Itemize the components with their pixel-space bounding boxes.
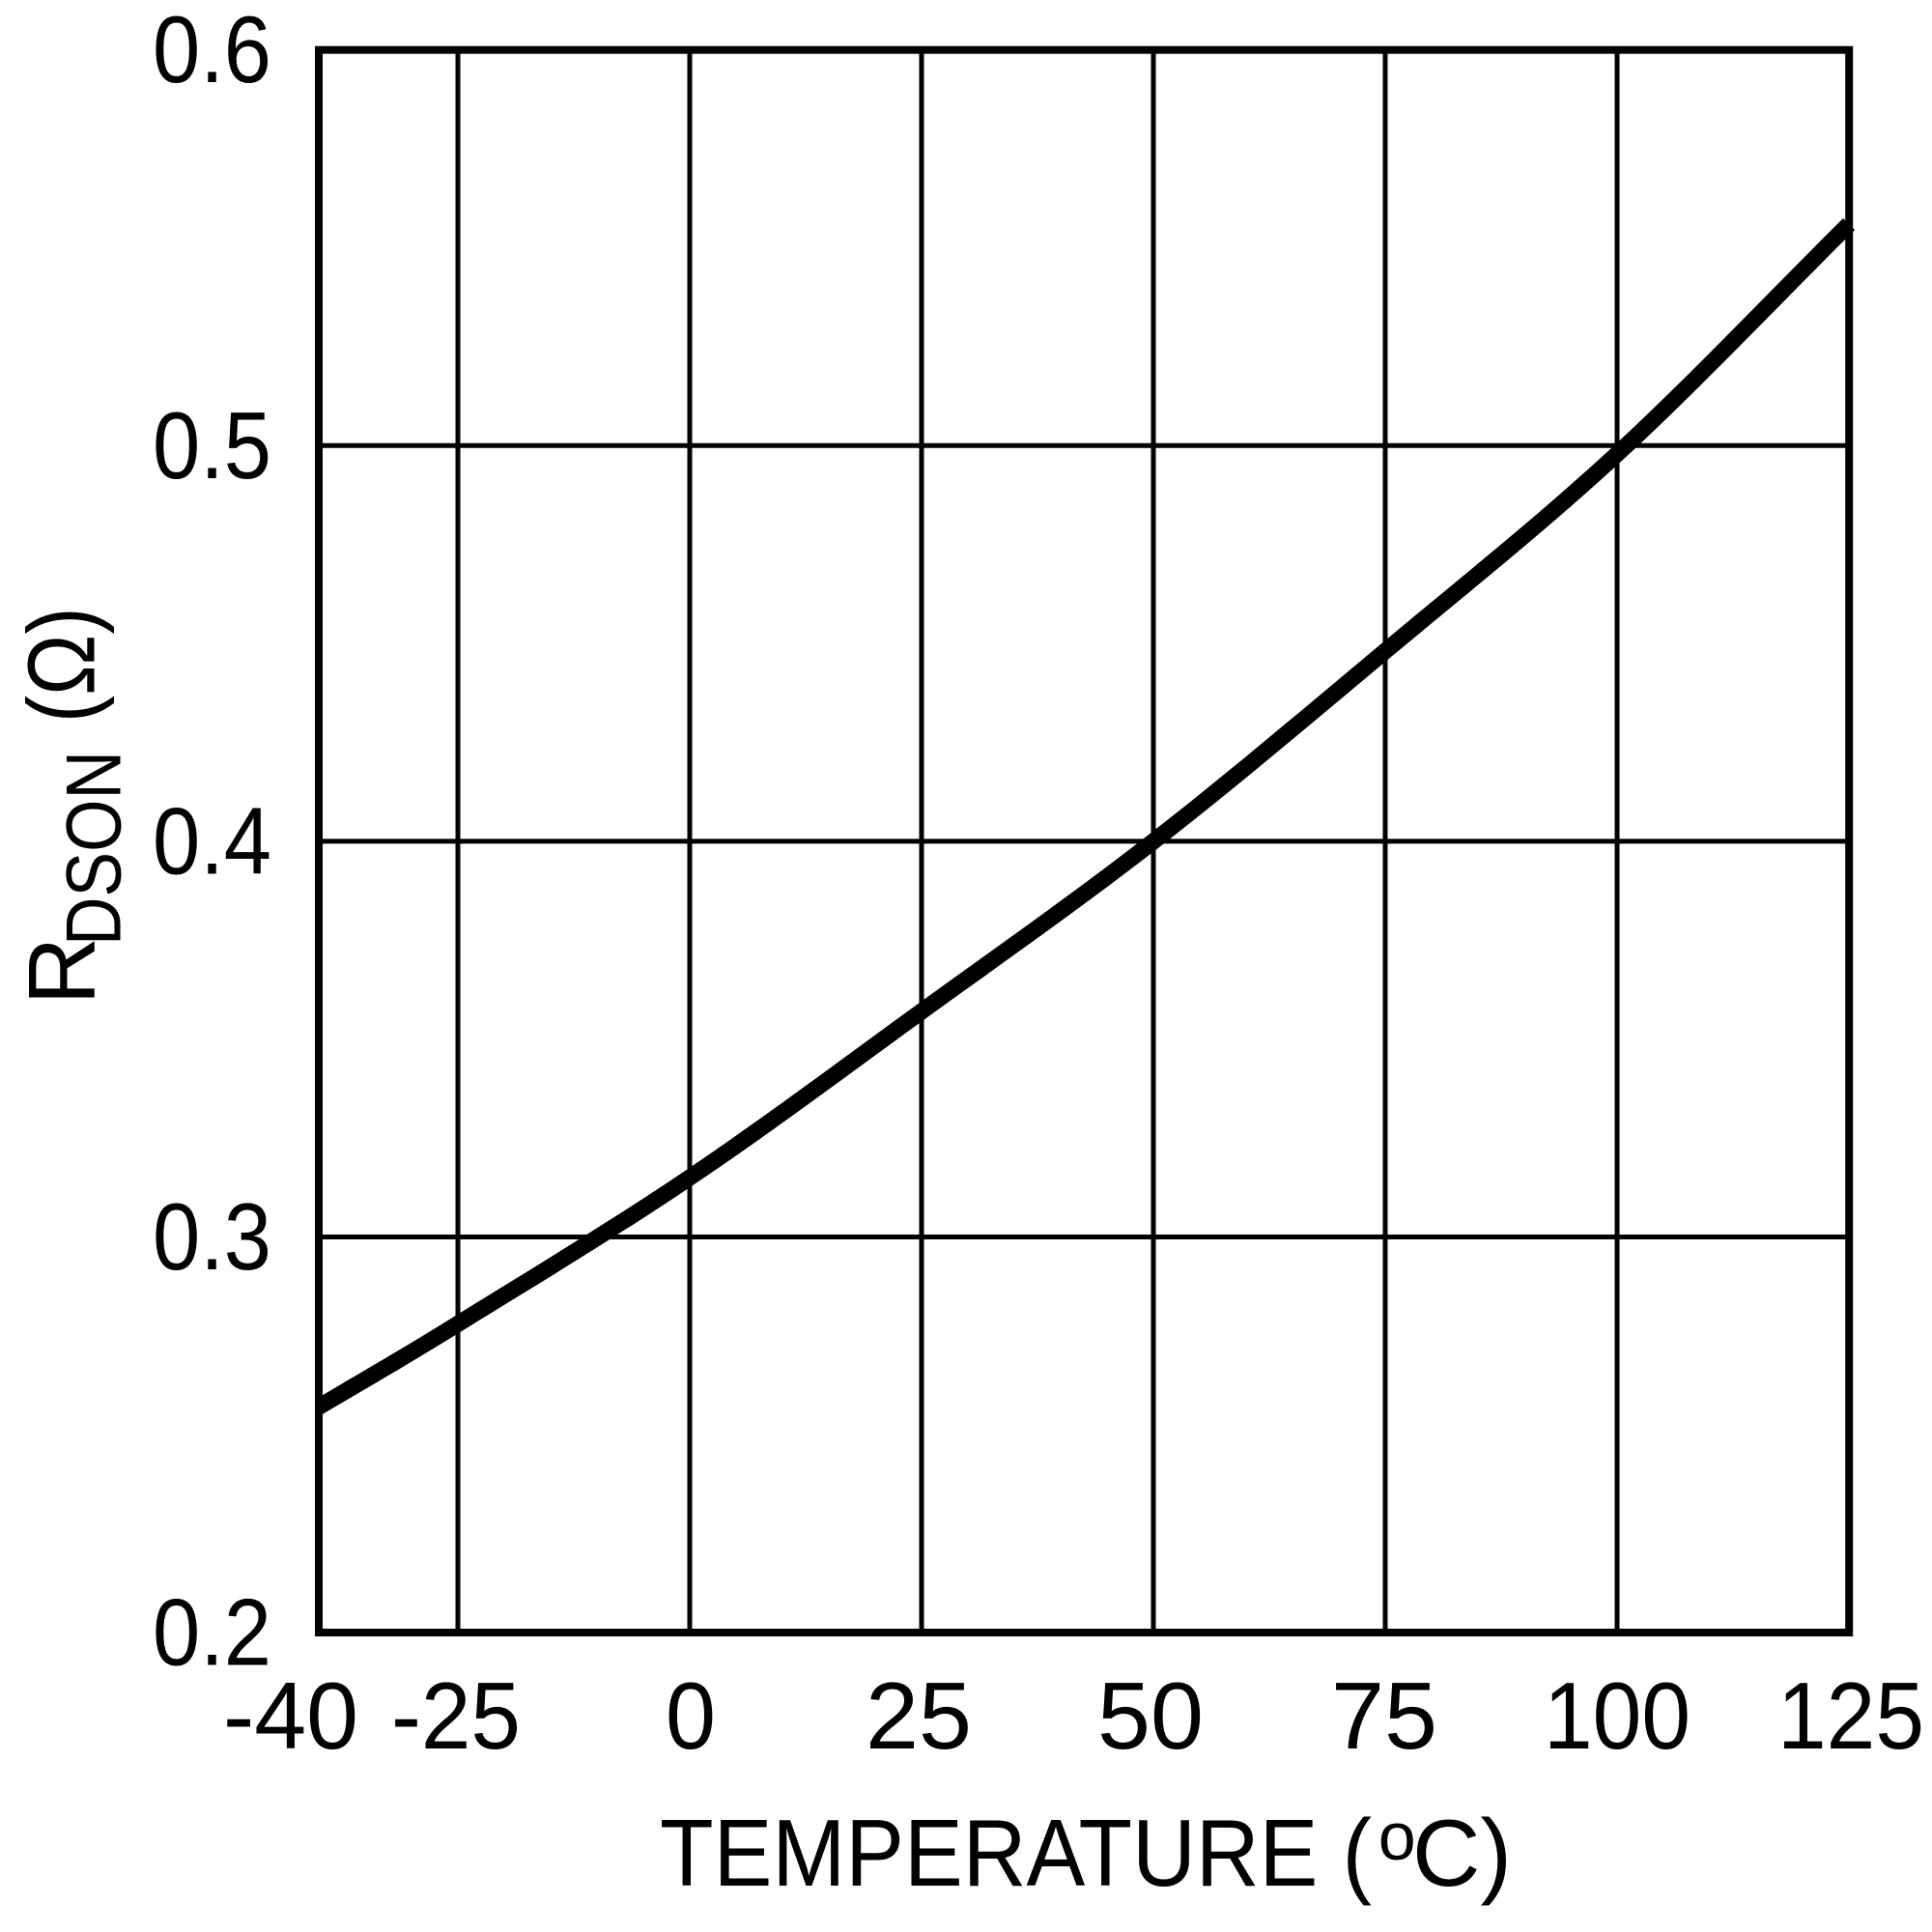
svg-text:0.4: 0.4: [153, 788, 271, 895]
svg-text:C): C): [1412, 1800, 1512, 1906]
svg-text:75: 75: [1331, 1662, 1437, 1769]
svg-text:(Ω): (Ω): [9, 607, 115, 723]
svg-text:0.2: 0.2: [153, 1579, 271, 1686]
svg-text:DSON: DSON: [51, 751, 138, 946]
svg-text:o: o: [1378, 1799, 1416, 1874]
svg-text:TEMPERATURE (: TEMPERATURE (: [660, 1800, 1372, 1906]
svg-text:0.5: 0.5: [153, 392, 271, 498]
svg-text:0.3: 0.3: [153, 1183, 271, 1290]
svg-text:-40: -40: [223, 1662, 358, 1769]
svg-text:25: 25: [866, 1662, 972, 1769]
svg-text:100: 100: [1544, 1662, 1690, 1769]
svg-text:0.6: 0.6: [153, 0, 271, 102]
svg-text:0: 0: [666, 1662, 716, 1769]
svg-text:-25: -25: [391, 1662, 521, 1769]
svg-text:50: 50: [1097, 1662, 1204, 1769]
svg-text:125: 125: [1777, 1662, 1924, 1769]
svg-text:R: R: [9, 937, 115, 1006]
